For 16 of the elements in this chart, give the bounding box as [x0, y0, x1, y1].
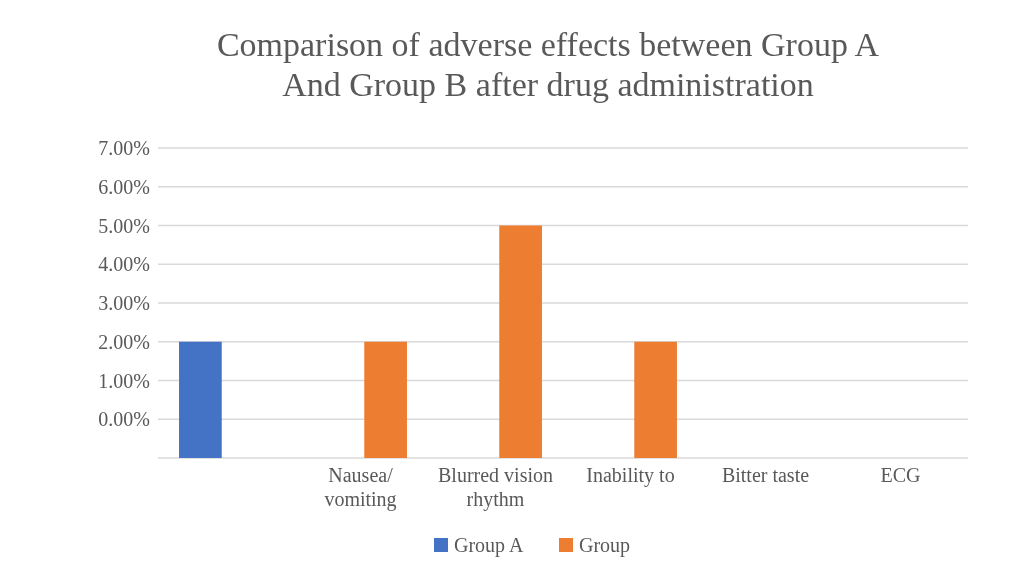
y-tick-label: 5.00% — [98, 214, 150, 237]
x-tick-label: Bitter taste — [721, 464, 810, 486]
x-tick-label: Inability to — [586, 464, 675, 487]
legend-label: Group — [579, 534, 631, 557]
y-tick-label: 1.00% — [98, 369, 150, 392]
y-tick-label: 2.00% — [98, 330, 150, 353]
y-tick-label: 4.00% — [98, 253, 150, 276]
y-tick-label: 0.00% — [98, 408, 150, 431]
x-tick-label: Nausea/ vomiting — [324, 464, 397, 511]
legend-label: Group A — [454, 534, 524, 557]
y-tick-label: 7.00% — [98, 137, 150, 159]
y-tick-label: 6.00% — [98, 175, 150, 198]
y-tick-label: 3.00% — [98, 292, 150, 314]
chart-title: Comparison of adverse effects between Group A And Group B after drug administration — [216, 26, 880, 103]
x-tick-label: ECG — [880, 464, 921, 486]
x-tick-label: Blurred vision rhythm — [438, 464, 553, 511]
